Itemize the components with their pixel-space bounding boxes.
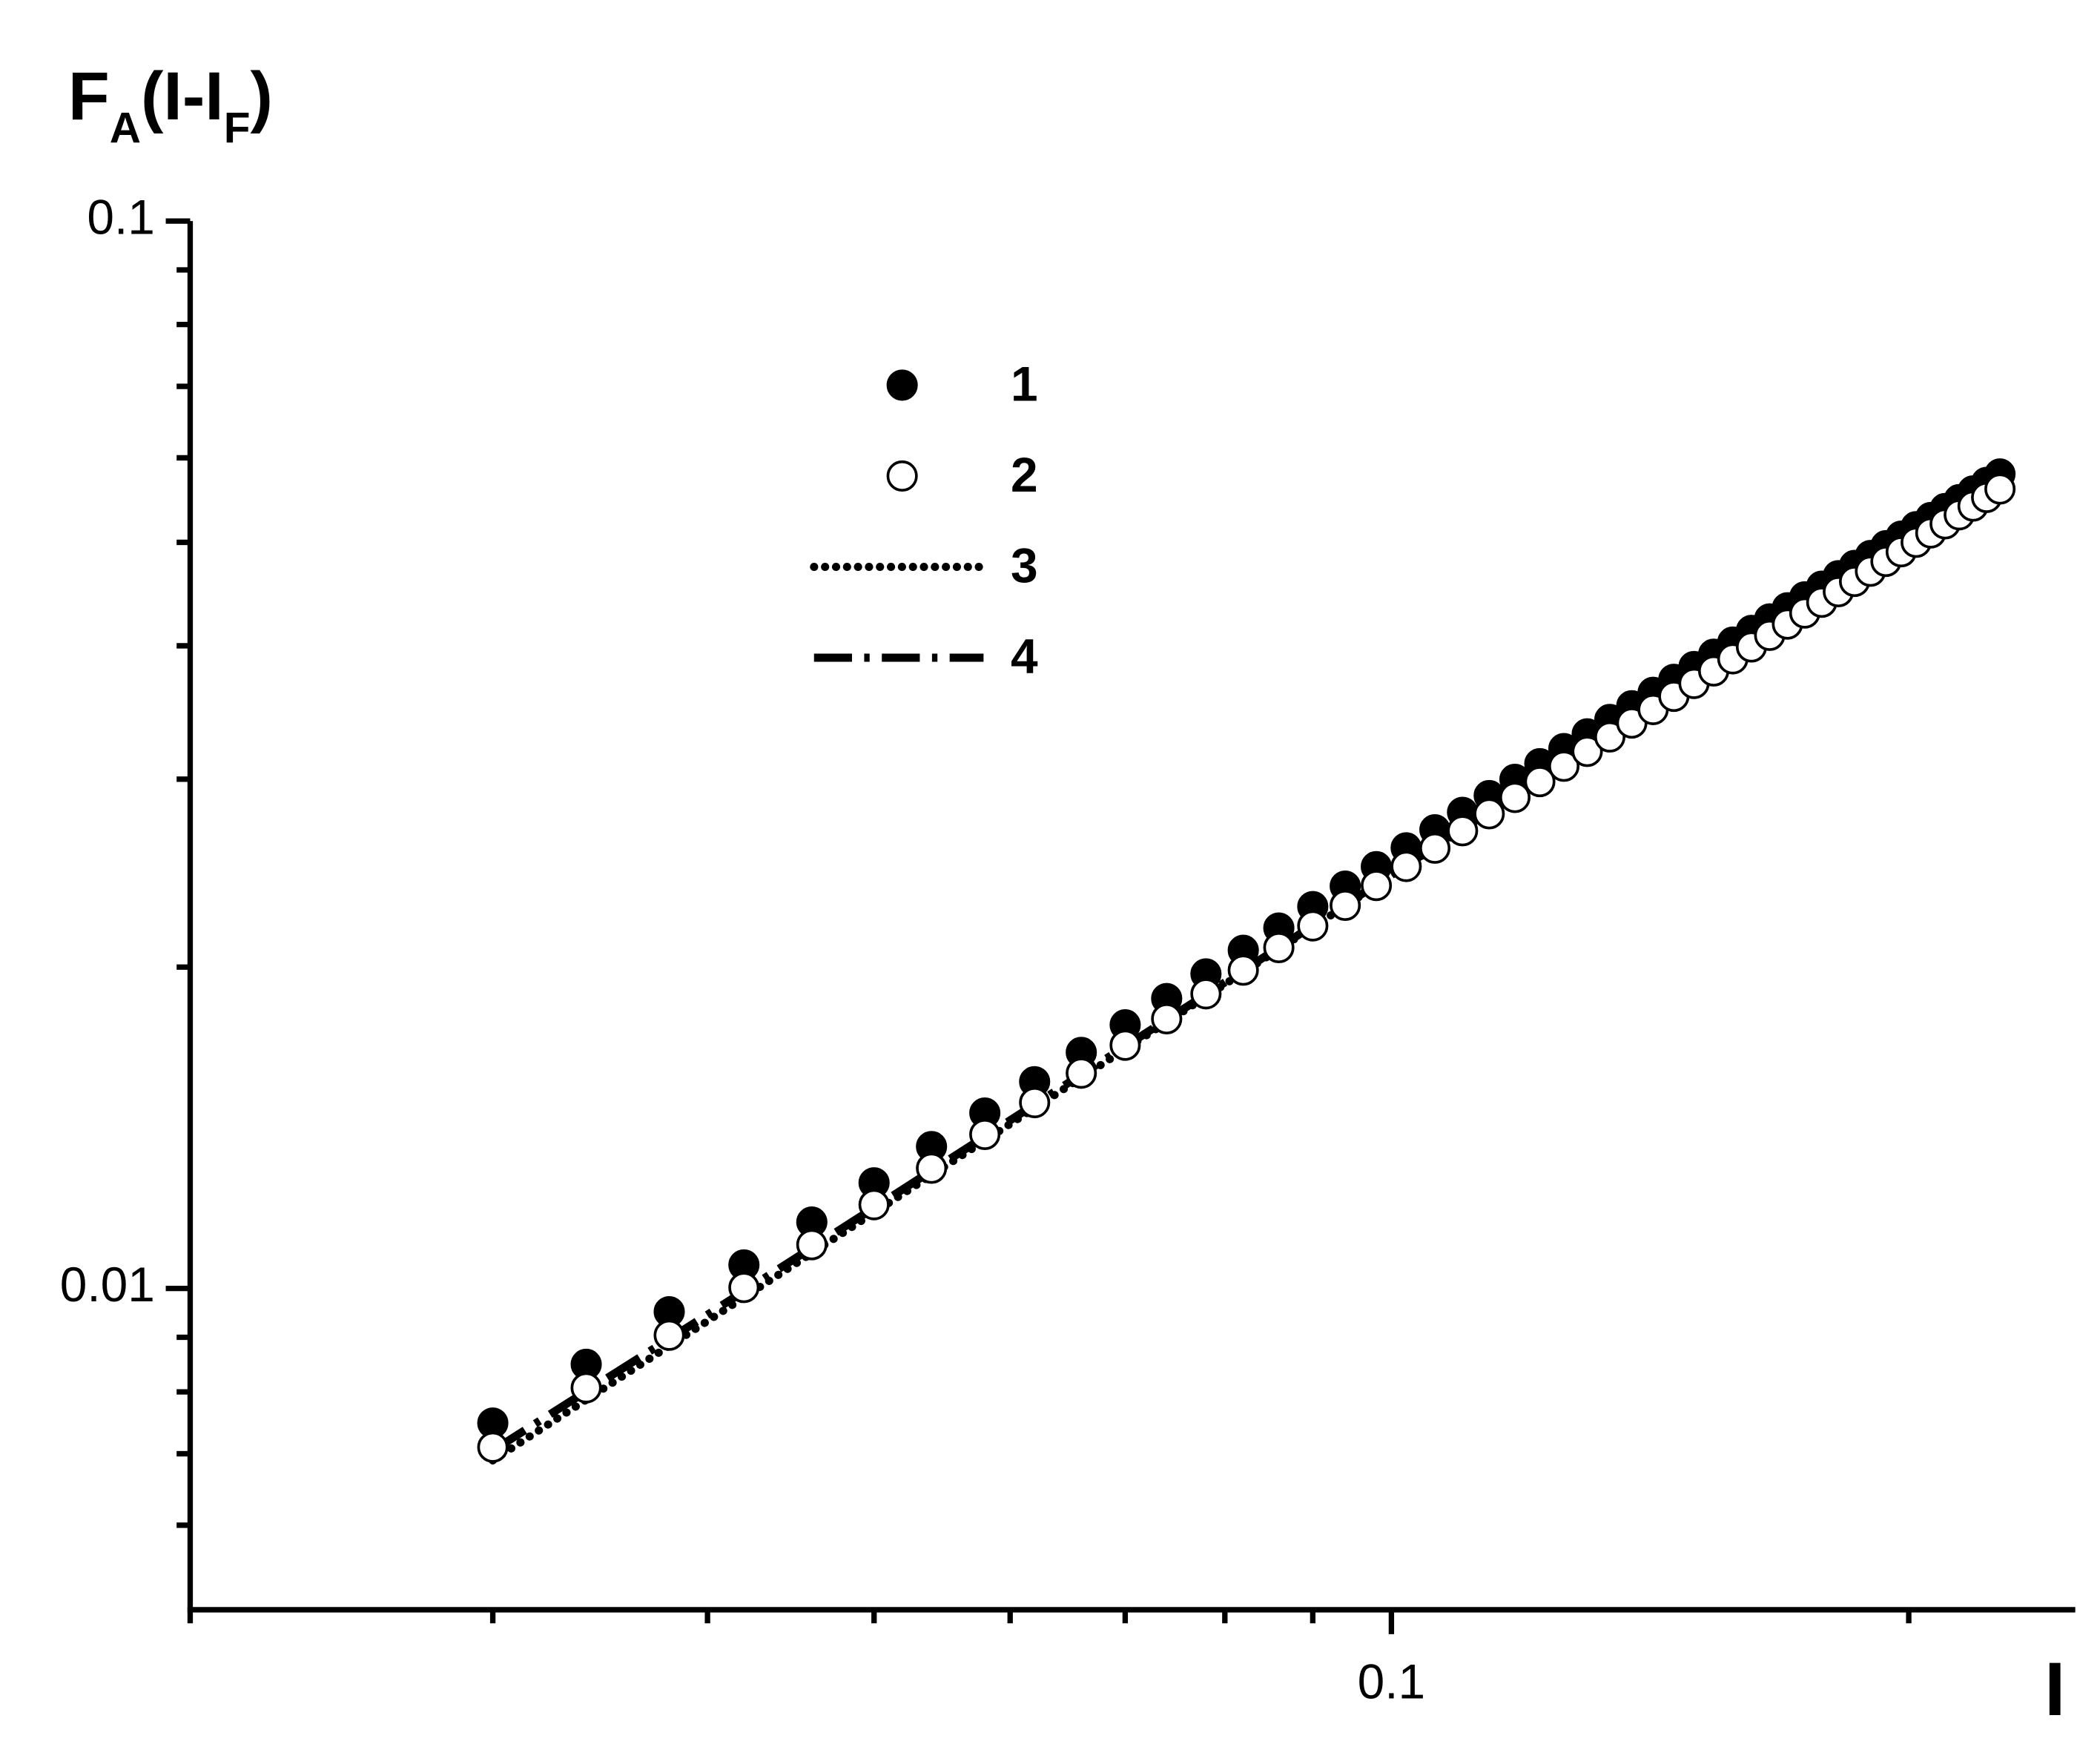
y-tick-label: 0.1 — [87, 190, 155, 245]
data-point — [1263, 931, 1295, 963]
data-point — [1524, 766, 1556, 798]
legend-label: 1 — [1011, 356, 1038, 411]
x-axis-title: I — [2044, 1646, 2065, 1731]
data-point — [477, 1431, 509, 1463]
data-point — [1447, 815, 1479, 847]
legend-marker — [886, 369, 918, 401]
data-point — [1330, 889, 1361, 922]
y-title-part: ) — [250, 59, 272, 134]
legend-marker — [886, 460, 918, 492]
y-tick-label: 0.01 — [60, 1257, 155, 1312]
data-point — [916, 1152, 948, 1184]
legend-label: 4 — [1011, 629, 1038, 684]
data-point — [1499, 782, 1531, 813]
legend-label: 3 — [1011, 538, 1038, 593]
data-point — [1473, 798, 1505, 830]
data-point — [728, 1272, 760, 1304]
data-point — [1297, 910, 1329, 942]
data-point — [1984, 473, 2016, 505]
data-point — [1190, 978, 1222, 1010]
data-point — [570, 1372, 602, 1404]
data-point — [1390, 850, 1422, 882]
y-title-part: F — [68, 59, 110, 134]
x-tick-label: 0.1 — [1358, 1654, 1426, 1709]
data-point — [1227, 954, 1259, 986]
data-point — [653, 1319, 685, 1351]
legend-label: 2 — [1011, 447, 1038, 502]
data-point — [1019, 1087, 1051, 1119]
data-point — [1548, 750, 1580, 782]
data-point — [969, 1118, 1001, 1150]
data-point — [1066, 1057, 1097, 1089]
y-title-part: (I-I — [141, 59, 224, 134]
data-point — [796, 1229, 828, 1261]
data-point — [1594, 721, 1626, 753]
data-point — [1109, 1029, 1141, 1061]
y-title-sub: F — [224, 105, 251, 153]
y-title-sub: A — [110, 105, 141, 153]
data-point — [858, 1189, 890, 1221]
data-point — [1151, 1003, 1183, 1035]
data-point — [1361, 870, 1393, 902]
y-axis-title: FA(I-IF) — [68, 59, 273, 153]
data-point — [1419, 832, 1451, 864]
data-point — [1571, 736, 1603, 767]
